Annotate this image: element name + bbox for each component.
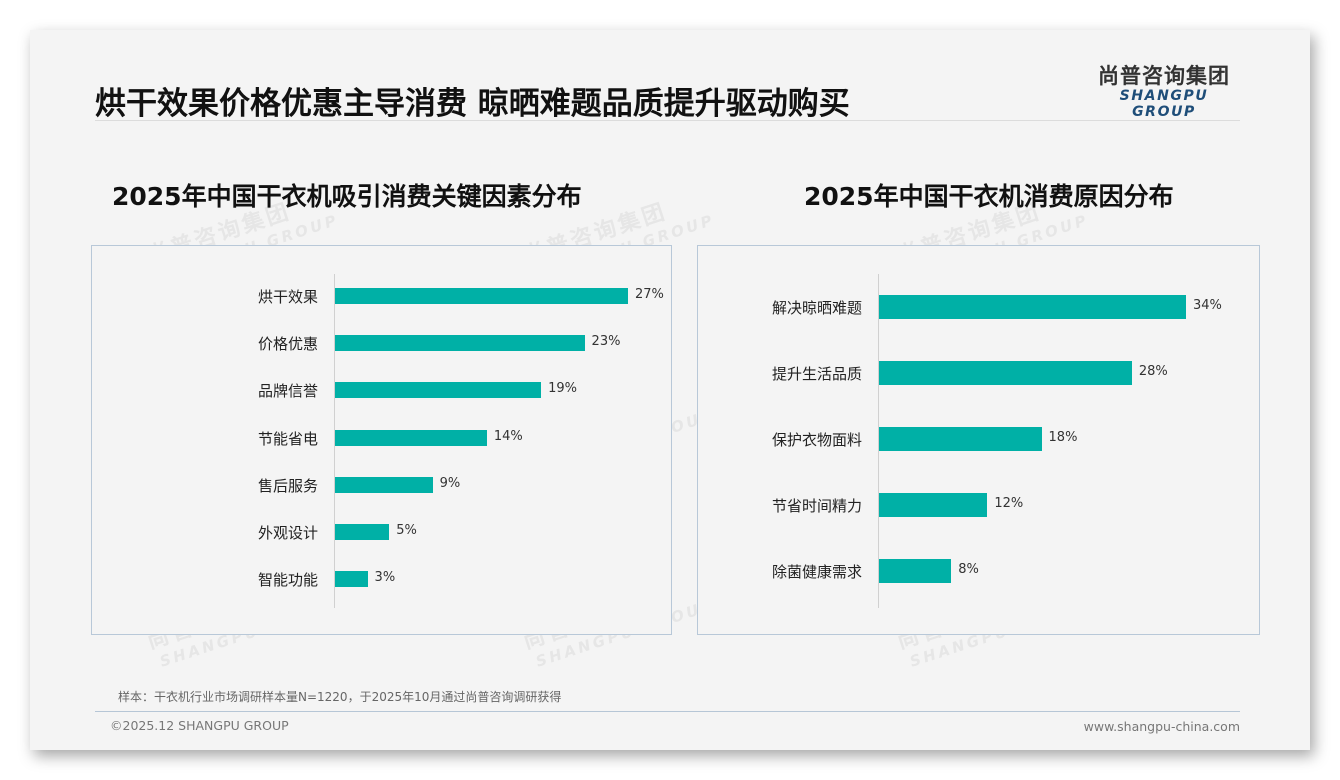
bar-value-label: 27% — [634, 287, 664, 302]
title-divider — [95, 120, 1240, 121]
bar — [335, 476, 433, 493]
bar — [879, 559, 952, 583]
bar-value-label: 9% — [439, 475, 461, 491]
bar — [335, 288, 628, 304]
bar-value-label: 18% — [1048, 430, 1078, 445]
bar-label: 品牌信誉 — [257, 382, 318, 401]
left-chart-panel: 烘干效果 27% 价格优惠 23% 品牌信誉 19% 节能省电 14% 售后服务 9% 外观设计 5%… — [91, 245, 672, 635]
bar — [879, 361, 1132, 385]
sample-note: 样本：干衣机行业市场调研样本量N=1220，于2025年10月通过尚普咨询调研获… — [118, 690, 562, 704]
bar — [335, 524, 390, 540]
bar-value-label: 19% — [548, 381, 578, 397]
footer-divider — [95, 711, 1240, 712]
bar-value-label: 3% — [374, 570, 396, 586]
bar — [879, 427, 1042, 451]
copyright-text: ©2025.12 SHANGPU GROUP — [110, 718, 289, 733]
bar-value-label: 8% — [958, 562, 979, 577]
bar-label: 烘干效果 — [257, 288, 318, 306]
bar-value-label: 28% — [1138, 364, 1168, 379]
bar — [335, 335, 585, 352]
logo-en-text: SHANGPU GROUP — [1119, 88, 1209, 120]
bar-label: 节省时间精力 — [771, 497, 862, 515]
bar-label: 售后服务 — [257, 476, 318, 495]
website-link[interactable]: www.shangpu-china.com — [1083, 719, 1240, 734]
bar-value-label: 34% — [1193, 298, 1222, 313]
right-chart-title: 2025年中国干衣机消费原因分布 — [804, 182, 1174, 211]
bar-label: 节能省电 — [257, 429, 318, 448]
bar-label: 除菌健康需求 — [771, 563, 862, 581]
left-chart-axis — [334, 274, 335, 608]
left-chart-title: 2025年中国干衣机吸引消费关键因素分布 — [112, 182, 582, 211]
bar-value-label: 12% — [994, 496, 1024, 511]
bar-label: 智能功能 — [257, 571, 318, 590]
logo-cn-text: 尚普咨询集团 — [1098, 64, 1230, 88]
bar — [879, 493, 988, 517]
bar — [335, 382, 542, 399]
bar-label: 保护衣物面料 — [771, 431, 862, 449]
bar-label: 价格优惠 — [257, 335, 318, 354]
company-logo: 尚普咨询集团 SHANGPU GROUP — [1086, 64, 1242, 120]
right-chart-panel: 解决晾晒难题 34% 提升生活品质 28% 保护衣物面料 18% 节省时间精力 12% 除菌健康… — [697, 245, 1260, 635]
bar-value-label: 23% — [591, 334, 621, 350]
bar-label: 提升生活品质 — [771, 365, 862, 383]
right-chart-axis — [878, 274, 879, 608]
bar-value-label: 5% — [396, 523, 417, 538]
bar-label: 外观设计 — [257, 524, 318, 542]
bar — [335, 571, 368, 588]
page-title: 烘干效果价格优惠主导消费 晾晒难题品质提升驱动购买 — [95, 86, 850, 122]
bar — [335, 429, 487, 446]
bar — [879, 295, 1187, 319]
bar-value-label: 14% — [493, 428, 523, 444]
footer-band — [30, 712, 1310, 750]
bar-label: 解决晾晒难题 — [771, 299, 862, 317]
